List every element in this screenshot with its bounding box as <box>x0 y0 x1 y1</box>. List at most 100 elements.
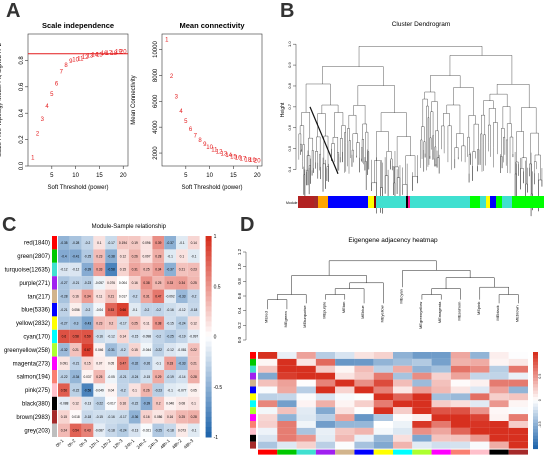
heatmap-cell <box>117 423 129 437</box>
heatmap-cell <box>258 365 278 373</box>
cell-value: 0.21 <box>73 348 79 352</box>
cell-value: -0.28 <box>60 295 67 299</box>
colorbar-segment <box>205 431 212 438</box>
heatmap-cell <box>296 421 316 428</box>
heatmap-cell <box>315 358 336 366</box>
cell-value: -0.2 <box>85 308 91 312</box>
heatmap-cell <box>296 414 316 421</box>
module-color-segment <box>512 196 544 208</box>
heatmap-cell <box>117 370 129 384</box>
cell-value: -0.22 <box>72 388 79 392</box>
heatmap-cell <box>315 352 336 359</box>
row-color-swatch <box>52 423 57 437</box>
heatmap-cell <box>69 303 82 317</box>
cell-value: -0.2 <box>132 295 138 299</box>
row-color-swatch <box>52 410 57 424</box>
y-tick-label: 6000 <box>153 94 159 108</box>
heatmap-cell <box>315 434 336 442</box>
heatmap-cell <box>412 393 432 401</box>
heatmap-cell <box>152 289 165 303</box>
heatmap-cell <box>508 414 528 421</box>
heatmap-cell <box>277 427 297 435</box>
y-tick-label: 1.0 <box>237 263 242 270</box>
colorbar-segment <box>205 246 212 252</box>
heatmap-cell <box>258 427 278 435</box>
data-point: 1 <box>31 155 35 161</box>
heatmap-cell <box>69 423 82 437</box>
heatmap-cell <box>128 289 141 303</box>
cell-value: 0.16 <box>120 402 126 406</box>
heatmap-cell <box>58 370 70 384</box>
cell-value: 0.076 <box>107 281 115 285</box>
cell-value: 0.28 <box>155 254 161 258</box>
heatmap-cell <box>117 329 129 344</box>
y-tick-label: 1.2 <box>237 248 242 255</box>
heatmap-cell <box>187 262 200 277</box>
heatmap-cell <box>393 441 413 449</box>
colorbar-segment <box>533 445 538 450</box>
heatmap-cell <box>412 414 432 421</box>
heatmap-cell <box>117 262 129 277</box>
heatmap-cell <box>140 236 153 250</box>
colorbar-tick-label: -0.5 <box>538 421 542 427</box>
y-tick-label: 0.6 <box>19 82 25 91</box>
cell-value: -0.28 <box>72 241 79 245</box>
colorbar-segment <box>205 421 212 428</box>
cell-value: -0.049 <box>95 388 104 392</box>
heatmap-cell <box>335 441 355 449</box>
heatmap-cell <box>277 379 297 387</box>
cell-value: 0.34 <box>84 295 90 299</box>
heatmap-cell <box>93 276 106 290</box>
heatmap-cell <box>508 365 528 373</box>
y-tick-label: 4000 <box>153 120 159 134</box>
heatmap-cell <box>81 289 94 303</box>
colorbar-segment <box>533 426 538 430</box>
colorbar-segment <box>533 390 538 395</box>
heatmap-cell <box>187 329 200 344</box>
heatmap-cell <box>277 393 297 401</box>
cell-value: 0.2 <box>109 321 114 325</box>
cell-value: 0.05 <box>191 388 197 392</box>
heatmap-cell <box>187 316 200 330</box>
y-tick-label: 0.4 <box>19 108 25 117</box>
heatmap-cell <box>81 316 94 330</box>
heatmap-cell <box>164 383 176 397</box>
data-point: 6 <box>55 81 59 87</box>
data-point: 13 <box>87 54 94 60</box>
heatmap-cell <box>81 249 94 263</box>
heatmap-cell <box>128 249 141 263</box>
heatmap-cell <box>117 343 129 357</box>
cell-value: -0.04 <box>96 308 103 312</box>
y-tick-label: 8000 <box>153 68 159 82</box>
heatmap-cell <box>393 379 413 387</box>
row-color-swatch <box>52 236 57 250</box>
module-color-segment <box>368 196 374 208</box>
heatmap-cell <box>296 407 316 415</box>
heatmap-cell <box>187 356 200 370</box>
heatmap-cell <box>296 365 316 373</box>
heatmap-cell <box>128 396 141 411</box>
heatmap-cell <box>258 434 278 442</box>
colorbar-segment <box>205 311 212 317</box>
cell-value: 0.34 <box>155 268 161 272</box>
heatmap-cell <box>140 303 153 317</box>
cell-value: 0.25 <box>132 321 138 325</box>
row-color-swatch <box>52 303 57 317</box>
heatmap-cell <box>69 262 82 277</box>
colorbar-segment <box>533 358 538 363</box>
heatmap-cell <box>81 356 94 370</box>
cell-value: -0.15 <box>166 321 173 325</box>
panel-label-d: D <box>240 214 255 236</box>
cell-value: 0.25 <box>179 415 185 419</box>
heatmap-cell <box>105 303 117 317</box>
cell-value: 0.28 <box>191 375 197 379</box>
row-color-swatch <box>250 393 256 401</box>
row-color-swatch <box>250 441 256 449</box>
heatmap-cell <box>128 276 141 290</box>
plot-title: Cluster Dendrogram <box>392 21 451 28</box>
heatmap-cell <box>431 379 451 387</box>
colorbar-segment <box>205 241 212 247</box>
colorbar-segment <box>533 361 538 366</box>
cell-value: 0.25 <box>191 281 197 285</box>
colorbar-segment <box>533 442 538 446</box>
